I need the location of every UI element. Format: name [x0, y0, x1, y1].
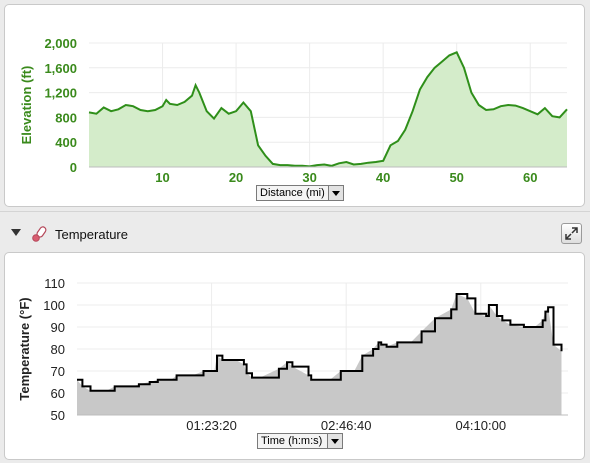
y-tick-label: 1,600 — [44, 61, 77, 76]
series-line — [88, 51, 568, 168]
series-area — [89, 52, 567, 167]
x-tick-label: 01:23:20 — [186, 418, 237, 433]
y-tick-label: 90 — [51, 320, 65, 335]
x-tick-label: 50 — [449, 170, 463, 185]
y-axis-title: Temperature (°F) — [17, 297, 32, 400]
y-tick-label: 400 — [55, 135, 77, 150]
temperature-section-title: Temperature — [55, 227, 128, 242]
y-tick-label: 1,200 — [44, 86, 77, 101]
temperature-x-axis-selector-label: Time (h:m:s) — [261, 435, 323, 447]
elevation-chart: 0 400 800 1,200 1,600 2,000 10 20 30 40 50 60 Elevat… — [19, 36, 568, 185]
x-tick-label: 40 — [376, 170, 390, 185]
chevron-down-icon[interactable] — [328, 186, 343, 200]
collapse-triangle-icon[interactable] — [11, 229, 21, 236]
x-tick-label: 04:10:00 — [455, 418, 506, 433]
y-tick-label: 50 — [51, 408, 65, 423]
expand-chart-button[interactable] — [561, 223, 582, 244]
y-tick-label: 80 — [51, 342, 65, 357]
y-tick-label: 110 — [44, 276, 65, 291]
y-tick-label: 70 — [51, 364, 65, 379]
elevation-x-axis-selector[interactable]: Distance (mi) — [256, 185, 344, 201]
x-tick-label: 30 — [302, 170, 316, 185]
x-tick-label: 02:46:40 — [321, 418, 372, 433]
x-tick-label: 60 — [523, 170, 537, 185]
elevation-x-axis-selector-label: Distance (mi) — [260, 187, 325, 199]
expand-icon — [565, 227, 578, 240]
y-tick-label: 2,000 — [44, 36, 77, 51]
y-tick-label: 800 — [55, 110, 77, 125]
y-tick-label: 60 — [51, 386, 65, 401]
section-divider — [0, 211, 590, 212]
temperature-chart-panel: 50 60 70 80 90 100 110 01:23:20 02:46:40 04:10:00… — [4, 252, 585, 460]
thermometer-icon — [32, 226, 47, 242]
x-tick-label: 20 — [229, 170, 243, 185]
x-tick-label: 10 — [155, 170, 169, 185]
elevation-chart-panel: 0 400 800 1,200 1,600 2,000 10 20 30 40 50 60 Elevat… — [4, 4, 585, 207]
chevron-down-icon[interactable] — [327, 434, 342, 448]
temperature-section-header: Temperature — [0, 218, 590, 250]
series-line — [77, 293, 563, 392]
temperature-chart: 50 60 70 80 90 100 110 01:23:20 02:46:40 04:10:00… — [17, 276, 568, 433]
y-axis-title: Elevation (ft) — [19, 66, 34, 145]
y-tick-label: 100 — [43, 298, 65, 313]
temperature-x-axis-selector[interactable]: Time (h:m:s) — [257, 433, 343, 449]
y-tick-label: 0 — [70, 160, 77, 175]
series-area — [77, 294, 562, 415]
